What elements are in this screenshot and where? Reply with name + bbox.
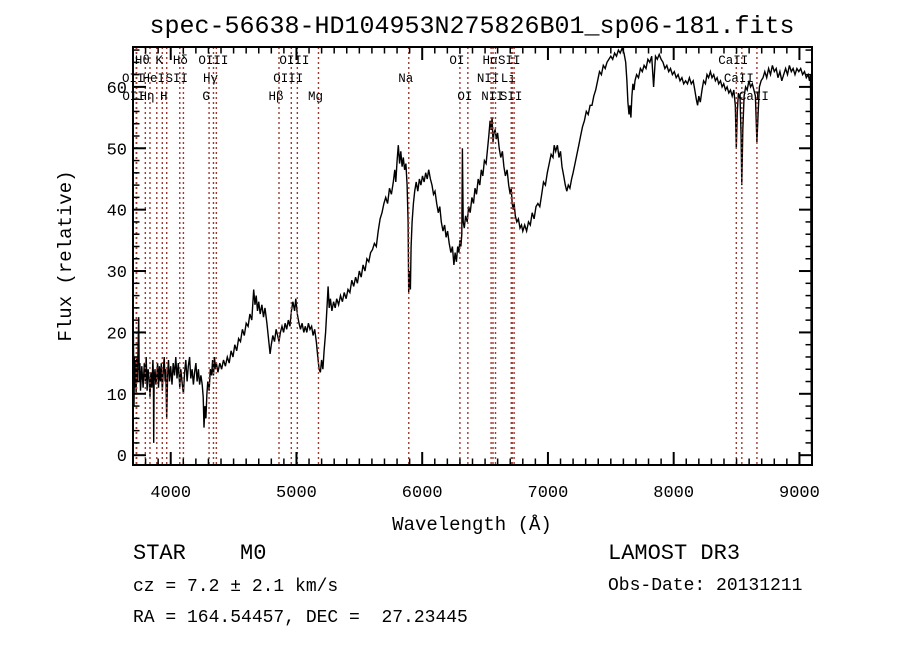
star-subclass-label: M0: [240, 541, 266, 566]
y-tick-label: 0: [117, 448, 127, 467]
spectral-line-label: Hα: [482, 54, 498, 68]
spectral-line-label: SII: [500, 90, 523, 104]
spectral-line-label: G: [202, 90, 210, 104]
spectral-line-label: Hη: [139, 90, 154, 104]
spectral-line-label: CaII: [718, 54, 748, 68]
spectral-line-label: OIII: [279, 54, 309, 68]
cz-label: cz = 7.2 ± 2.1 km/s: [133, 577, 338, 597]
spectral-line-label: NII: [477, 72, 500, 86]
y-tick-label: 30: [107, 264, 127, 283]
y-tick-label: 50: [107, 141, 127, 160]
spectral-line-label: Hγ: [203, 72, 219, 86]
spectrum-trace: [132, 46, 813, 462]
spectral-line-label: Hδ: [173, 54, 188, 68]
spectral-line-label: Hβ: [268, 90, 283, 104]
x-tick-label: 9000: [779, 484, 820, 503]
obs-date-label: Obs-Date: 20131211: [608, 576, 802, 596]
spectral-line-label: NII: [481, 90, 504, 104]
spectral-line-label: Na: [398, 72, 414, 86]
spectral-line-label: Hθ: [135, 54, 150, 68]
spectral-line-label: SII: [498, 54, 521, 68]
x-tick-label: 5000: [276, 484, 317, 503]
y-tick-label: 60: [107, 80, 127, 99]
y-tick-label: 20: [107, 325, 127, 344]
spectral-line-label: CaII: [724, 72, 754, 86]
spectral-line-label: OIII: [198, 54, 228, 68]
ra-dec-label: RA = 164.54457, DEC = 27.23445: [133, 608, 468, 628]
spectral-line-label: OI: [457, 90, 472, 104]
spectral-line-label: H: [160, 90, 168, 104]
spectral-line-label: HeI: [143, 72, 166, 86]
star-class-label: STAR: [133, 541, 186, 566]
x-tick-label: 4000: [150, 484, 191, 503]
plot-title: spec-56638-HD104953N275826B01_sp06-181.f…: [149, 12, 794, 41]
y-axis-label: Flux (relative): [55, 170, 77, 341]
spectral-line-label: K: [156, 54, 164, 68]
plot-frame: [132, 46, 813, 466]
x-axis-label: Wavelength (Å): [392, 514, 552, 536]
x-tick-label: 7000: [528, 484, 569, 503]
y-tick-label: 10: [107, 387, 127, 406]
chart-layer: OIIOIIHθHηHeIKHSIIHδGHγOIIIHβOIIIOIIIMgN…: [107, 46, 820, 503]
spectral-line-label: OIII: [273, 72, 303, 86]
x-tick-label: 6000: [402, 484, 443, 503]
y-tick-label: 40: [107, 203, 127, 222]
spectral-line-label: OI: [449, 54, 464, 68]
survey-label: LAMOST DR3: [608, 541, 740, 566]
x-tick-label: 8000: [653, 484, 694, 503]
spectral-line-label: CaII: [739, 90, 769, 104]
spectral-line-label: Mg: [308, 90, 323, 104]
spectral-line-label: SII: [166, 72, 189, 86]
